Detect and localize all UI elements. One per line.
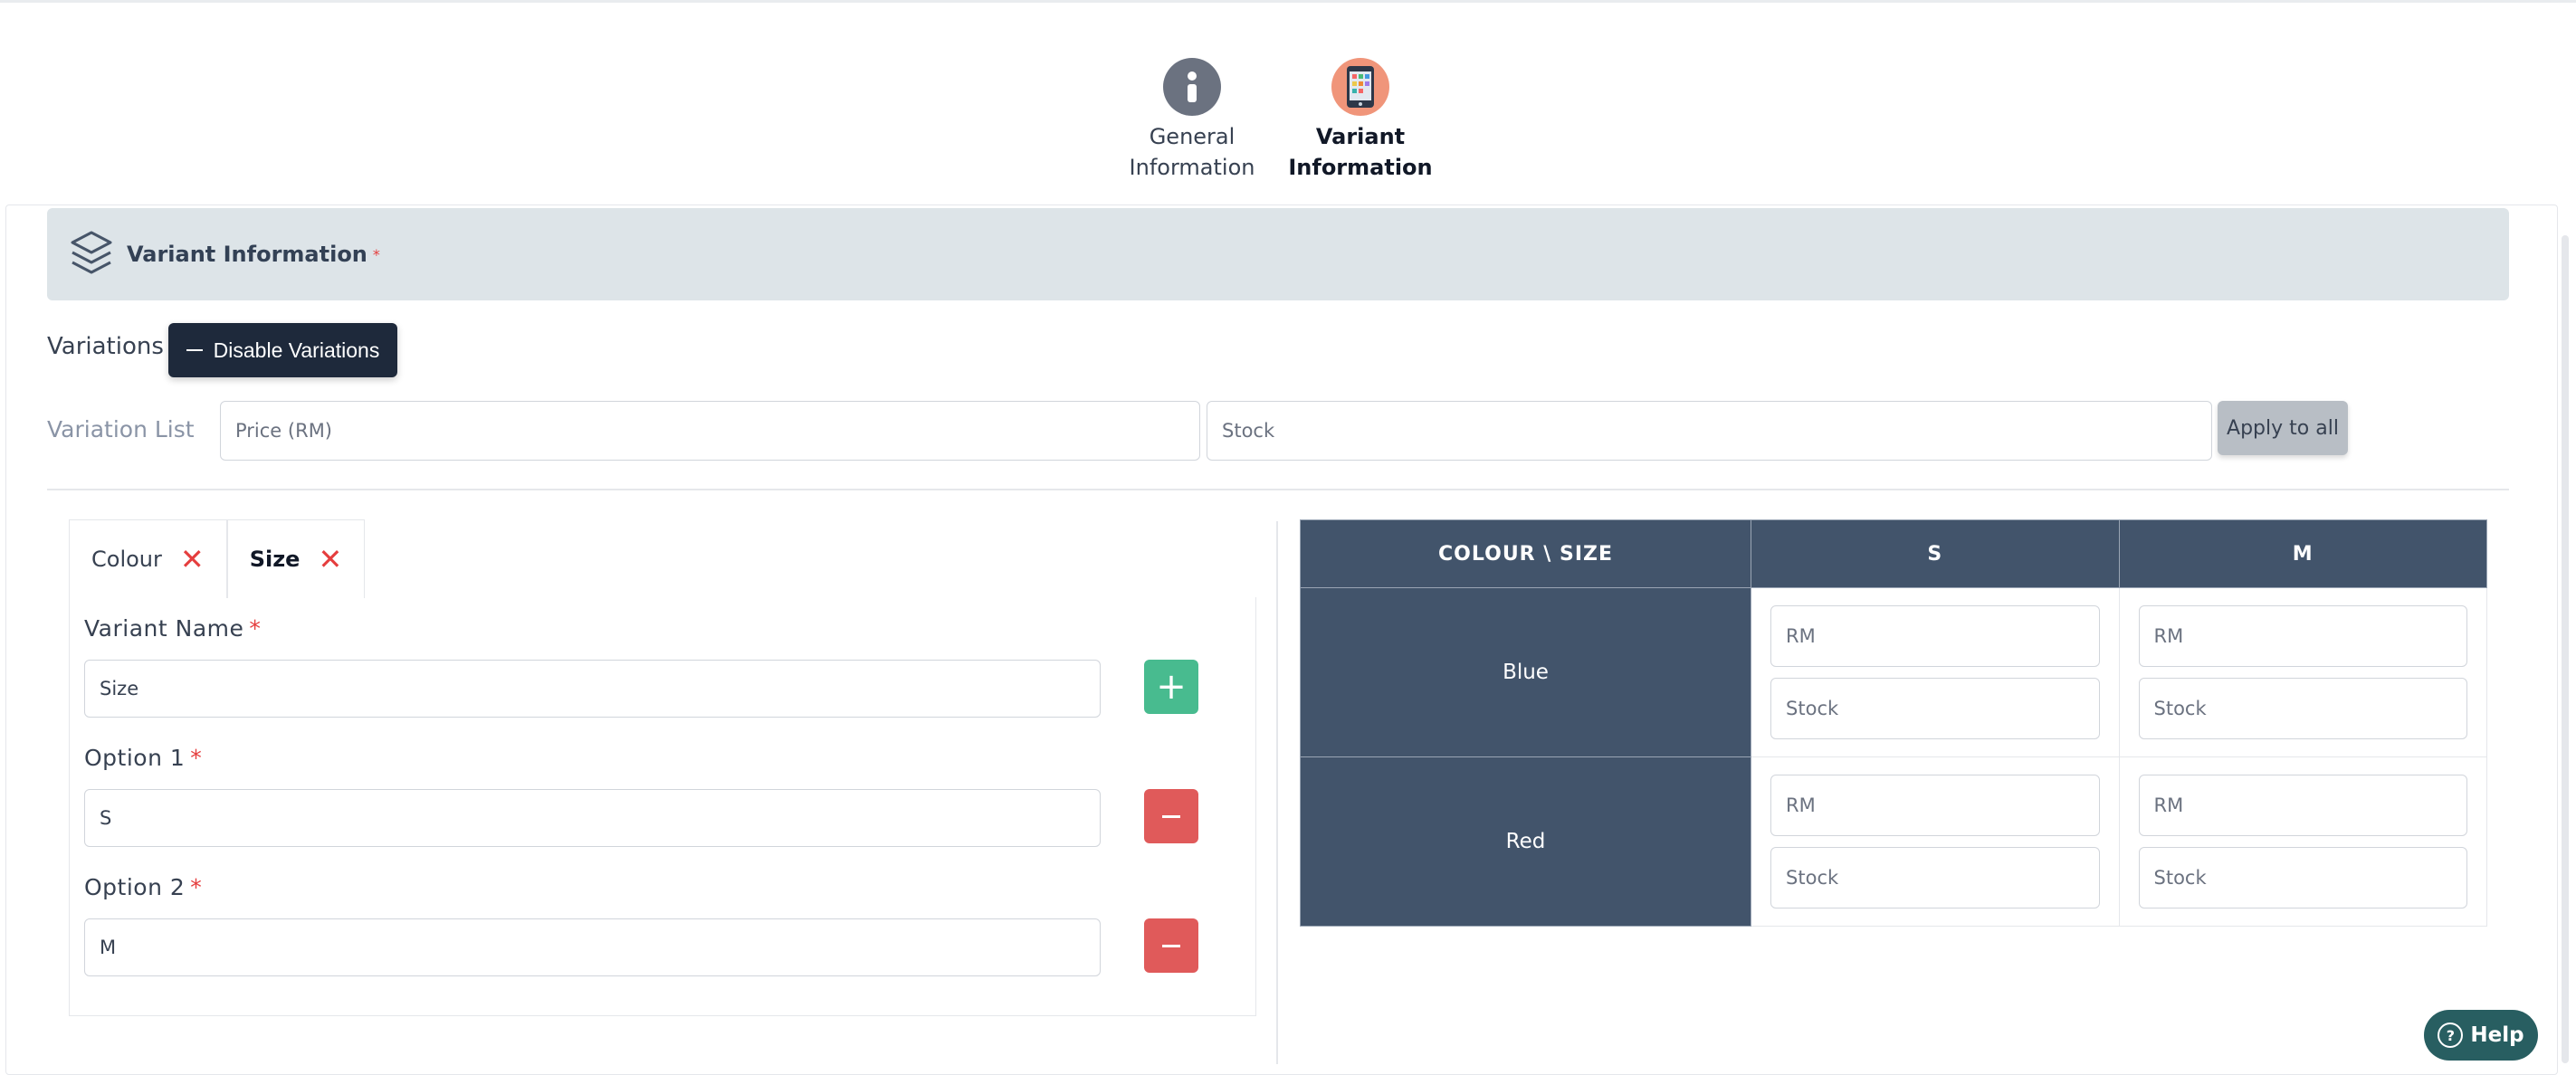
variant-form-panel xyxy=(69,597,1256,1016)
section-header: Variant Information * xyxy=(47,208,2509,300)
option-2-label: Option 2 * xyxy=(84,874,203,900)
minus-icon xyxy=(1162,814,1180,818)
divider xyxy=(47,489,2509,490)
step-label: General Information xyxy=(1129,124,1255,180)
matrix-cell xyxy=(1751,756,2120,927)
variation-list-label: Variation List xyxy=(47,416,195,442)
tab-size[interactable]: Size ✕ xyxy=(226,519,366,598)
matrix-header-row: COLOUR \ SIZE S M xyxy=(1299,519,2487,588)
phone-icon xyxy=(1331,58,1389,116)
matrix-cell xyxy=(1751,587,2120,757)
variant-tabs: Colour ✕ Size ✕ xyxy=(69,519,366,599)
matrix-corner-header: COLOUR \ SIZE xyxy=(1299,519,1752,588)
variant-name-label: Variant Name * xyxy=(84,615,262,642)
top-border xyxy=(0,0,2576,3)
matrix-price-input[interactable] xyxy=(2138,605,2467,667)
step-label: Variant Information xyxy=(1288,124,1433,180)
price-input[interactable] xyxy=(220,401,1200,461)
variant-name-input[interactable] xyxy=(84,660,1101,718)
close-icon[interactable]: ✕ xyxy=(179,542,205,576)
tab-colour[interactable]: Colour ✕ xyxy=(69,519,227,598)
tab-label: Colour xyxy=(91,547,162,572)
matrix-stock-input[interactable] xyxy=(2138,678,2467,739)
matrix-stock-input[interactable] xyxy=(1770,678,2100,739)
close-icon[interactable]: ✕ xyxy=(318,542,343,576)
disable-variations-button[interactable]: Disable Variations xyxy=(168,323,397,377)
step-variant-information[interactable]: Variant Information xyxy=(1261,58,1460,183)
info-icon xyxy=(1163,58,1221,116)
variant-matrix-table: COLOUR \ SIZE S M Blue Red xyxy=(1299,519,2487,927)
matrix-cell xyxy=(2118,756,2487,927)
question-circle-icon: ? xyxy=(2438,1023,2464,1048)
step-indicator: General Information Variant Information xyxy=(0,58,2576,194)
minus-icon xyxy=(186,349,203,351)
apply-to-all-button[interactable]: Apply to all xyxy=(2218,401,2348,455)
option-2-input[interactable] xyxy=(84,918,1101,976)
help-label: Help xyxy=(2470,1023,2524,1047)
remove-option-1-button[interactable] xyxy=(1144,789,1198,843)
option-1-label: Option 1 * xyxy=(84,745,203,771)
matrix-price-input[interactable] xyxy=(2138,775,2467,836)
matrix-row-header: Blue xyxy=(1299,587,1752,757)
scrollbar[interactable] xyxy=(2562,235,2569,1063)
tab-label: Size xyxy=(249,547,301,572)
matrix-cell xyxy=(2118,587,2487,757)
matrix-column-header: S xyxy=(1751,519,2120,588)
disable-variations-label: Disable Variations xyxy=(213,338,380,362)
table-row: Blue xyxy=(1299,587,2487,757)
matrix-price-input[interactable] xyxy=(1770,775,2100,836)
minus-icon xyxy=(1162,944,1180,947)
plus-icon: + xyxy=(1156,666,1187,708)
matrix-row-header: Red xyxy=(1299,756,1752,927)
stock-input[interactable] xyxy=(1207,401,2212,461)
section-title: Variant Information xyxy=(127,242,367,267)
matrix-stock-input[interactable] xyxy=(2138,847,2467,909)
table-row: Red xyxy=(1299,756,2487,927)
help-button[interactable]: ? Help xyxy=(2424,1010,2538,1061)
required-mark: * xyxy=(372,245,380,263)
step-general-information[interactable]: General Information xyxy=(1092,58,1292,183)
add-option-button[interactable]: + xyxy=(1144,660,1198,714)
layers-icon xyxy=(69,229,114,280)
variations-label: Variations xyxy=(47,333,164,360)
remove-option-2-button[interactable] xyxy=(1144,918,1198,973)
matrix-stock-input[interactable] xyxy=(1770,847,2100,909)
matrix-price-input[interactable] xyxy=(1770,605,2100,667)
column-divider xyxy=(1276,521,1278,1064)
option-1-input[interactable] xyxy=(84,789,1101,847)
matrix-column-header: M xyxy=(2118,519,2487,588)
